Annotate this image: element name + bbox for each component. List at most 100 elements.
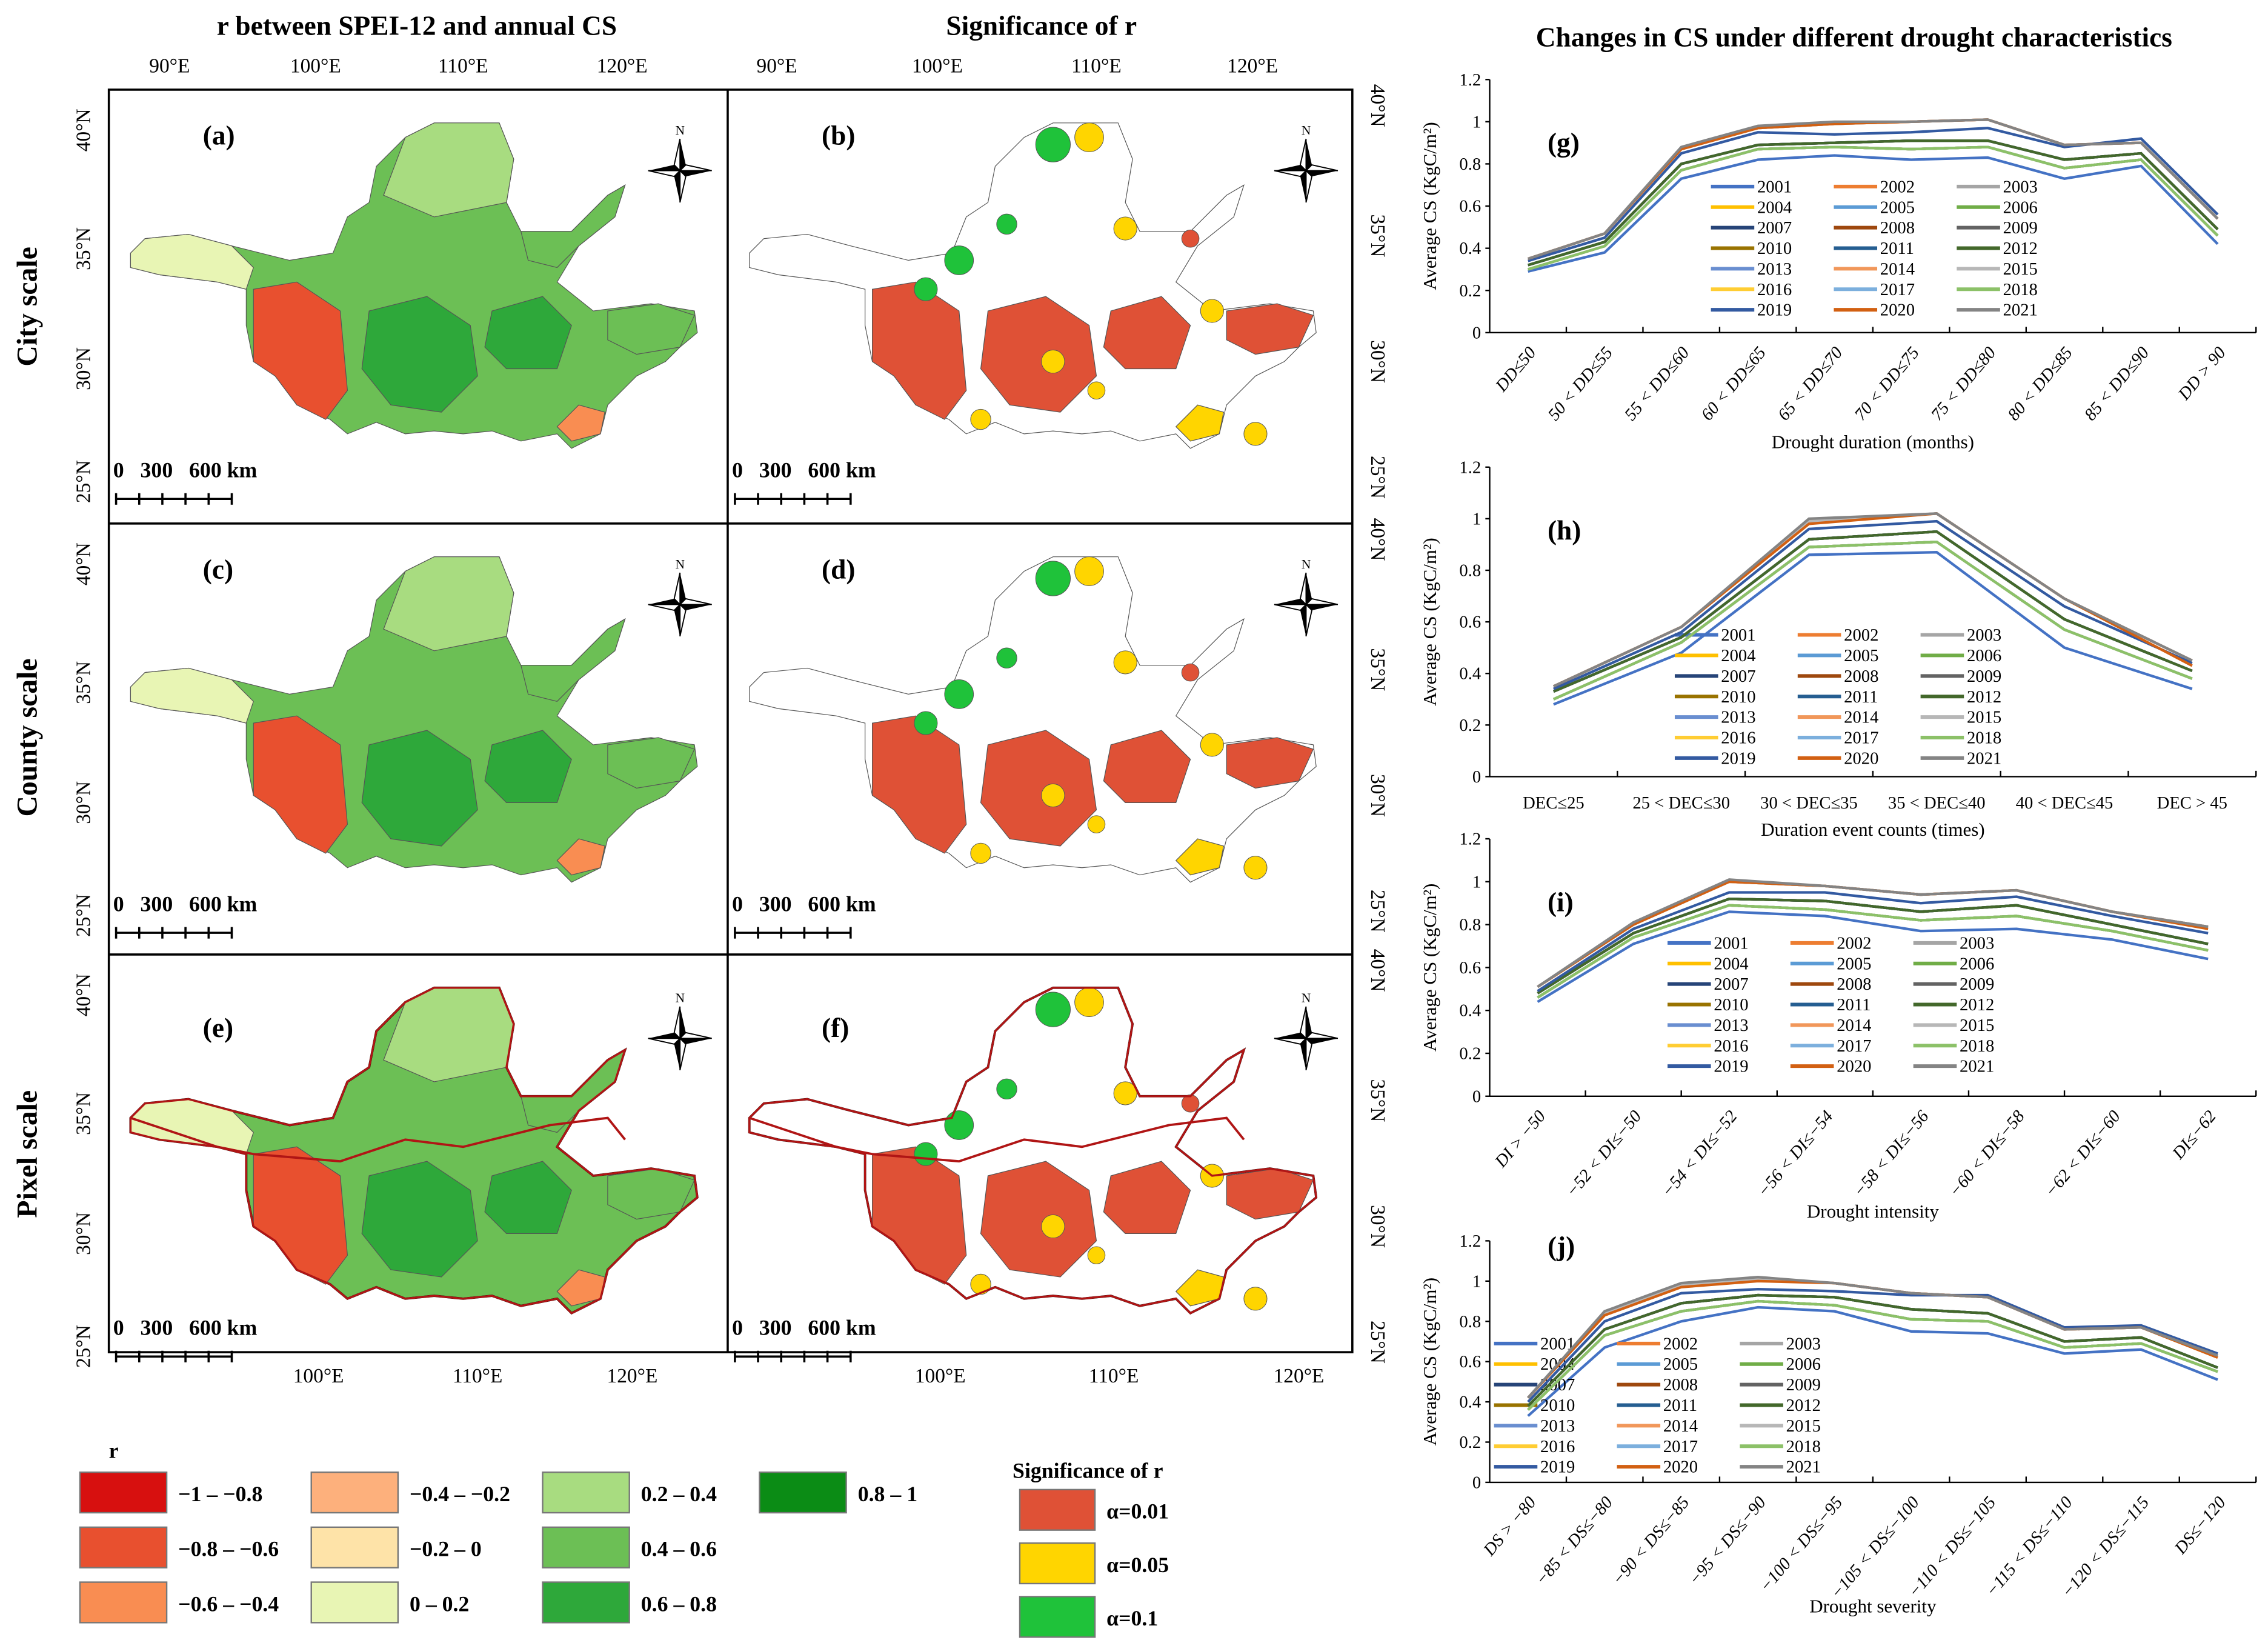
legend-label: 2006	[1967, 646, 2001, 665]
series-line-2019	[1537, 891, 2209, 993]
significant-area	[970, 1273, 991, 1295]
row-label-county: County scale	[11, 658, 43, 816]
legend-label: 2008	[1663, 1375, 1698, 1395]
lon-label: 100°E	[915, 1365, 966, 1387]
series-line-2021	[1553, 512, 2193, 688]
significant-area	[1087, 815, 1106, 833]
significant-area	[1041, 783, 1065, 808]
legend-label: 2017	[1880, 280, 1915, 299]
legend-entry-2020: 2020	[1790, 1057, 1871, 1076]
significant-area	[1074, 987, 1104, 1018]
panel-label: (a)	[203, 121, 235, 151]
y-tick-label: 1.2	[1459, 1232, 1481, 1251]
chart-h: 0 0.2 0.4 0.6 0.8 1 1.2 DEC≤25 25 < DEC≤30 30 < D…	[1419, 458, 2257, 840]
lat-label: 30°N	[1366, 1205, 1389, 1248]
north-arrow-icon: N	[647, 557, 713, 638]
legend-label: 2018	[1967, 728, 2001, 748]
north-label: N	[675, 557, 685, 572]
legend-label: 2020	[1844, 748, 1878, 768]
legend-label: 2011	[1663, 1396, 1697, 1415]
series-line-2021	[1527, 1276, 2218, 1399]
map-top-longitude-labels: 90°E 100°E 110°E 120°E 90°E 100°E 110°E …	[149, 55, 1278, 77]
legend-label: 2019	[1540, 1458, 1575, 1477]
legend-entry-2011: 2011	[1790, 995, 1871, 1015]
legend-entry-2014: 2014	[1617, 1416, 1698, 1436]
legend-label: −1 – −0.8	[178, 1482, 262, 1506]
series-line-2001	[1528, 154, 2219, 273]
legend-entry-2007: 2007	[1674, 667, 1756, 686]
legend-entry-2005: 2005	[1790, 954, 1871, 973]
lat-label: 30°N	[1366, 340, 1389, 383]
scale-bar-label: 0 300 600 km	[113, 1316, 258, 1340]
legend-label: 0.6 – 0.8	[641, 1592, 717, 1616]
legend-label: −0.6 – −0.4	[178, 1592, 279, 1616]
legend-label: −0.2 – 0	[410, 1537, 482, 1561]
lon-label: 110°E	[438, 55, 488, 77]
r-map-column-title: r between SPEI-12 and annual CS	[217, 10, 617, 41]
r-legend-item: −0.4 – −0.2	[310, 1472, 510, 1514]
series-line-2012	[1527, 1293, 2218, 1407]
lon-label: 110°E	[1071, 55, 1122, 77]
significant-area	[1243, 422, 1268, 446]
lat-label: 35°N	[73, 227, 95, 270]
map-latitude-labels: 40°N 40°N 35°N 35°N 30°N 30°N 25°N 25°N 40°N 40°N…	[73, 84, 1389, 1368]
legend-entry-2002: 2002	[1797, 625, 1878, 645]
legend-label: 2004	[1721, 646, 1755, 665]
row-label-pixel: Pixel scale	[11, 1090, 43, 1218]
legend-entry-2011: 2011	[1617, 1396, 1697, 1415]
legend-entry-2012: 2012	[1740, 1396, 1821, 1415]
legend-label: 2003	[2003, 177, 2038, 196]
legend-label: α=0.01	[1106, 1499, 1169, 1524]
legend-entry-2019: 2019	[1674, 748, 1756, 768]
legend-entry-2011: 2011	[1797, 687, 1878, 707]
r-legend-item: −0.6 – −0.4	[79, 1581, 279, 1624]
legend-swatch	[310, 1581, 399, 1624]
panel-label: (e)	[203, 1013, 233, 1043]
y-tick-label: 1	[1472, 112, 1481, 132]
legend-label: 2009	[2003, 218, 2038, 238]
lon-label: 120°E	[1227, 55, 1278, 77]
lat-label: 25°N	[1366, 1321, 1389, 1364]
legend-label: α=0.05	[1106, 1553, 1169, 1577]
legend-entry-2018: 2018	[1920, 728, 2001, 748]
significant-area	[970, 408, 991, 430]
series-line-2019	[1527, 1287, 2218, 1403]
legend-entry-2003: 2003	[1957, 177, 2038, 196]
row-label-city: City scale	[11, 247, 43, 366]
significance-legend: Significance of r α=0.01 α=0.05 α=0.1	[1013, 1459, 1169, 1638]
map-panel-c-county-r: (c) N 0 300 600 km	[113, 554, 713, 939]
lon-label: 120°E	[597, 55, 648, 77]
significant-area	[1113, 1081, 1137, 1105]
series-line-2012	[1528, 139, 2219, 267]
legend-label: 2014	[1663, 1416, 1698, 1436]
significant-area	[1074, 556, 1104, 586]
legend-label: −0.8 – −0.6	[178, 1537, 279, 1561]
legend-entry-2021: 2021	[1740, 1458, 1821, 1477]
y-tick-label: 0.6	[1459, 958, 1481, 978]
legend-label: 2009	[1786, 1375, 1821, 1395]
legend-label: 2003	[1967, 625, 2001, 645]
legend-label: 2013	[1757, 259, 1792, 279]
legend-entry-2001: 2001	[1674, 625, 1756, 645]
y-tick-label: 0.8	[1459, 915, 1481, 935]
legend-entry-2003: 2003	[1920, 625, 2001, 645]
legend-label: 2003	[1960, 933, 1994, 953]
lat-label: 35°N	[1366, 648, 1389, 691]
y-tick-label: 0.6	[1459, 613, 1481, 632]
y-tick-label: 0.6	[1459, 1352, 1481, 1372]
map-panel-d-county-significance: (d) N 0 300 600 km	[732, 554, 1339, 939]
legend-entry-2010: 2010	[1668, 995, 1749, 1015]
legend-label: 2007	[1757, 218, 1792, 238]
legend-label: −0.4 – −0.2	[410, 1482, 510, 1506]
y-tick-label: 0.2	[1459, 1044, 1481, 1064]
legend-label: 2017	[1844, 728, 1878, 748]
legend-label: 2001	[1757, 177, 1792, 196]
y-tick-label: 0.8	[1459, 561, 1481, 581]
legend-entry-2014: 2014	[1834, 259, 1915, 279]
legend-swatch	[310, 1472, 399, 1514]
legend-entry-2021: 2021	[1920, 748, 2001, 768]
y-tick-label: 0	[1472, 767, 1481, 787]
scale-bar	[115, 493, 233, 505]
legend-entry-2007: 2007	[1711, 218, 1792, 238]
significance-legend-item: α=0.1	[1019, 1596, 1158, 1638]
